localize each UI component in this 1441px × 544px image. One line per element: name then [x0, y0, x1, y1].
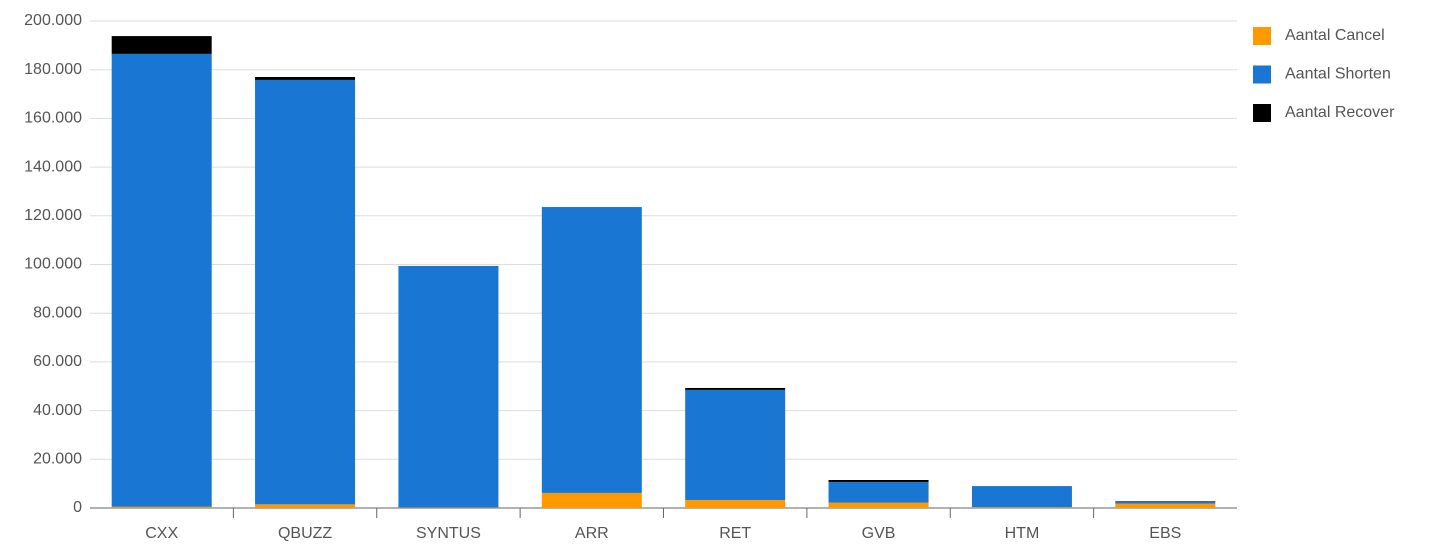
y-tick-label: 100.000	[24, 256, 82, 273]
bar-segment	[971, 486, 1072, 508]
bar-segment	[541, 207, 642, 493]
y-tick-label: 200.000	[24, 12, 82, 29]
x-tick-label: GVB	[862, 525, 896, 542]
x-tick-label: QBUZZ	[278, 525, 332, 542]
legend-swatch	[1253, 65, 1271, 84]
bar-segment	[685, 387, 786, 390]
bar-segment	[111, 506, 212, 508]
y-tick-label: 180.000	[24, 61, 82, 78]
bar-segment	[685, 499, 786, 508]
legend-label: Aantal Shorten	[1285, 66, 1391, 83]
bar-segment	[828, 479, 929, 482]
y-tick-label: 0	[73, 499, 82, 516]
x-tick-label: HTM	[1005, 525, 1040, 542]
y-tick-label: 20.000	[33, 451, 82, 468]
y-tick-label: 40.000	[33, 402, 82, 419]
bar-segment	[255, 77, 356, 80]
bar-segment	[1115, 503, 1216, 508]
bar-segment	[111, 53, 212, 507]
x-tick-label: EBS	[1149, 525, 1181, 542]
x-tick-label: CXX	[145, 525, 178, 542]
y-tick-label: 80.000	[33, 304, 82, 321]
bar-segment	[255, 504, 356, 508]
y-tick-label: 140.000	[24, 158, 82, 175]
bar-segment	[255, 79, 356, 505]
bar-segment	[398, 265, 499, 508]
y-tick-label: 120.000	[24, 207, 82, 224]
legend-label: Aantal Recover	[1285, 104, 1395, 121]
bar-segment	[685, 389, 786, 500]
bar-segment	[111, 36, 212, 54]
legend-swatch	[1253, 104, 1271, 122]
bar-segment	[1115, 501, 1216, 504]
legend-label: Aantal Cancel	[1285, 27, 1385, 44]
bar-segment	[971, 507, 1072, 508]
x-tick-label: SYNTUS	[416, 525, 481, 542]
y-tick-label: 160.000	[24, 110, 82, 127]
x-tick-label: ARR	[575, 525, 609, 542]
y-tick-label: 60.000	[33, 353, 82, 370]
x-tick-label: RET	[719, 525, 751, 542]
legend-swatch	[1253, 27, 1271, 45]
bar-segment	[828, 502, 929, 508]
bar-segment	[828, 481, 929, 503]
bar-segment	[541, 492, 642, 508]
